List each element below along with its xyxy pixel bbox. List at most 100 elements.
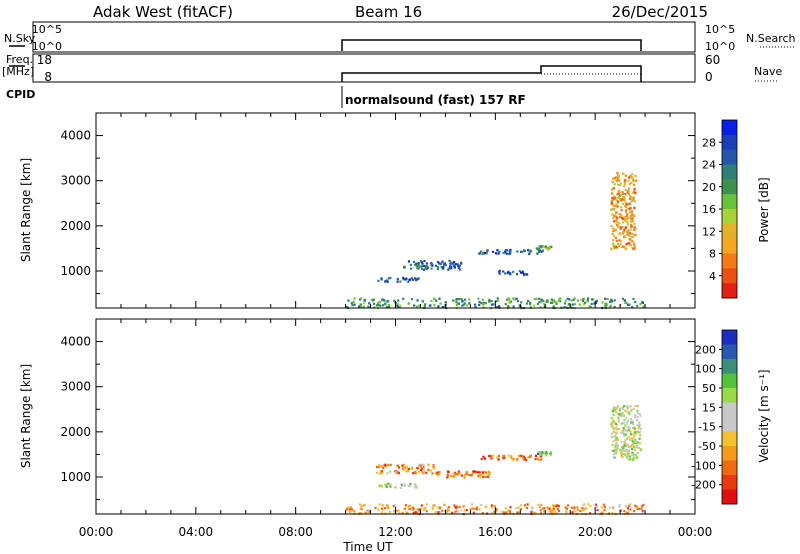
power-echo-cell (396, 302, 399, 305)
power-echo-cell (612, 208, 615, 211)
power-colorbar: 28 24 20 16 12 8 4 (702, 119, 738, 299)
power-echo-cell (633, 187, 636, 190)
power-colorbar-segment (722, 253, 737, 269)
velocity-echo-cell (618, 408, 622, 412)
velocity-colorbar-segment (722, 489, 737, 505)
velocity-echo-cell (512, 458, 515, 461)
velocity-echo-cell (392, 505, 395, 508)
velocity-echo-cell (505, 511, 508, 514)
velocity-echo-cell (401, 484, 404, 487)
velocity-echo-cell (469, 508, 472, 511)
power-echo-cell (621, 245, 624, 249)
velocity-echo-cell (487, 455, 490, 458)
velocity-echo-cell (615, 436, 619, 439)
velocity-echo-cell (634, 504, 637, 507)
velocity-echo-cell (386, 464, 389, 467)
power-echo-cell (623, 299, 626, 302)
power-echo-cell (625, 217, 629, 220)
power-echo-cell (559, 297, 562, 300)
power-echo-cell (563, 306, 566, 309)
power-echo-cell (524, 273, 527, 276)
power-echo-cell (618, 179, 621, 182)
velocity-echo-cell (628, 412, 631, 416)
power-echo-cell (376, 304, 379, 307)
velocity-echo-cell (565, 507, 568, 510)
power-echo-cell (396, 304, 399, 307)
velocity-echo-cell (632, 446, 635, 449)
velocity-echo-cell (349, 506, 352, 509)
velocity-echo-cell (615, 406, 619, 409)
velocity-echo-cell (638, 442, 642, 445)
power-echo-cell (633, 179, 636, 182)
velocity-echo-cell (358, 503, 361, 506)
velocity-echo-cell (447, 471, 450, 474)
power-echo-cell (610, 298, 613, 301)
velocity-echo-cell (389, 470, 392, 473)
cpid-text: normalsound (fast) 157 RF (345, 93, 526, 107)
velocity-echo-cell (613, 456, 616, 459)
velocity-echo-cell (457, 470, 460, 473)
velocity-echo-cell (623, 444, 626, 447)
power-echo-cell (621, 196, 624, 199)
velocity-echo-cell (638, 425, 641, 428)
power-echo-cell (615, 203, 618, 206)
power-echo-cell (423, 305, 426, 308)
velocity-ytick-label: 3000 (60, 380, 91, 394)
velocity-colorbar-segment (722, 388, 737, 403)
power-echo-cell (484, 301, 487, 305)
power-echo-cell (604, 304, 608, 307)
velocity-echo-cell (557, 509, 561, 513)
velocity-echo-cell (612, 419, 615, 422)
power-echo-cell (368, 302, 371, 305)
velocity-echo-cell (626, 443, 630, 446)
power-echo-cell (623, 245, 626, 249)
power-echo-cell (610, 224, 613, 227)
velocity-echo-cell (621, 448, 624, 451)
power-echo-cell (620, 206, 623, 209)
power-echo-cell (512, 270, 515, 273)
velocity-echo-cell (518, 511, 521, 514)
power-echo-cell (460, 298, 463, 301)
power-echo-cell (610, 208, 613, 212)
power-echo-cell (498, 269, 501, 272)
power-echo-cell (617, 175, 620, 178)
power-echo-cell (612, 227, 615, 230)
velocity-echo-cell (625, 404, 629, 408)
date-title: 26/Dec/2015 (612, 3, 708, 21)
velocity-echo-cell (556, 508, 559, 511)
power-echo-cell (358, 305, 361, 308)
power-colorbar-tick: 12 (702, 225, 716, 238)
power-echo-cell (377, 301, 380, 304)
power-echo-cell (439, 302, 442, 305)
power-echo-cell (628, 183, 631, 186)
power-colorbar-segment (722, 238, 737, 254)
velocity-echo-cell (432, 465, 435, 468)
power-echo-cell (442, 266, 445, 269)
velocity-echo-cell (431, 472, 434, 475)
velocity-echo-cell (614, 448, 617, 451)
power-echo-cell (603, 306, 606, 309)
power-echo-cell (362, 301, 365, 304)
velocity-echo-cell (531, 507, 534, 510)
velocity-echo-cell (618, 407, 621, 410)
power-echo-cell (633, 214, 636, 218)
power-echo-cell (436, 261, 440, 264)
power-echo-cell (555, 301, 558, 304)
power-echo-cell (491, 250, 495, 253)
velocity-echo-cell (625, 416, 628, 419)
velocity-echo-cell (393, 510, 396, 513)
power-echo-cell (540, 300, 543, 303)
power-colorbar-tick: 8 (709, 248, 716, 261)
velocity-echo-cell (641, 512, 644, 515)
nave-label: Nave (754, 65, 782, 78)
velocity-echo-cell (425, 471, 428, 474)
power-echo-cell (613, 197, 616, 200)
velocity-echo-cell (487, 470, 490, 473)
velocity-echo-cell (615, 437, 618, 441)
velocity-echo-cell (632, 441, 635, 444)
power-echo-cell (563, 302, 566, 305)
velocity-echo-cell (502, 457, 505, 460)
power-echo-cell (430, 299, 433, 303)
power-echo-cell (593, 302, 596, 305)
velocity-echo-cell (634, 454, 637, 457)
